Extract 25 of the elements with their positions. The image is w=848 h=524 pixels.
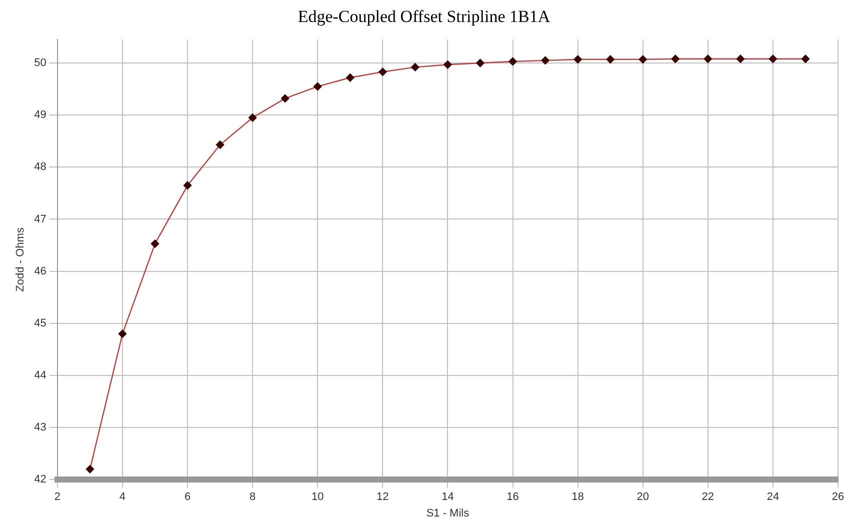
y-tick-label: 48 [34,161,46,174]
y-tick-label: 43 [34,422,46,434]
chart-title: Edge-Coupled Offset Stripline 1B1A [296,6,552,28]
y-tick-label: 44 [34,369,46,382]
x-tick-label: 22 [702,491,714,504]
x-tick-label: 8 [250,491,256,504]
x-tick-label: 16 [506,491,519,504]
y-tick-label: 49 [34,109,46,122]
y-tick-label: 45 [34,317,46,330]
x-tick-label: 12 [376,491,389,504]
y-tick-label: 50 [34,57,46,70]
x-tick-label: 2 [54,491,60,504]
x-axis-title: S1 - Mils [426,507,470,520]
y-tick-label: 42 [34,474,46,486]
x-tick-label: 20 [636,491,649,504]
y-tick-label: 46 [34,265,46,278]
x-tick-label: 6 [184,491,191,504]
x-tick-label: 10 [312,491,324,504]
x-tick-label: 24 [766,491,780,504]
x-tick-label: 14 [442,491,454,504]
y-tick-label: 47 [34,213,46,226]
x-tick-label: 26 [832,491,844,504]
x-tick-label: 18 [572,491,584,504]
y-axis-title: Zodd - Ohms [14,227,27,292]
x-tick-label: 4 [119,491,126,504]
